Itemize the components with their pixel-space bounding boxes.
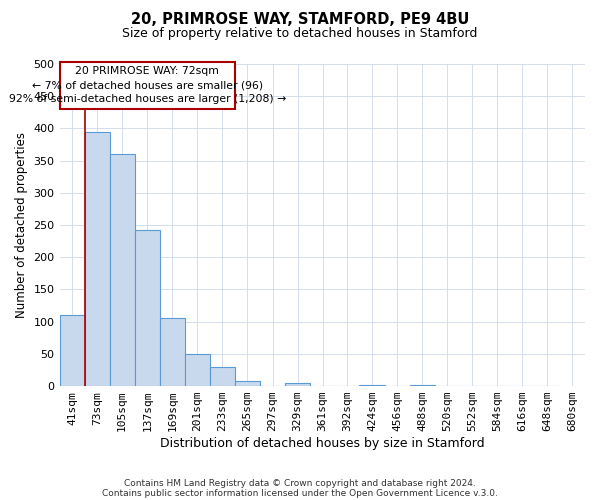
Bar bbox=[59, 315, 85, 386]
Bar bbox=[135, 230, 160, 386]
Text: 20, PRIMROSE WAY, STAMFORD, PE9 4BU: 20, PRIMROSE WAY, STAMFORD, PE9 4BU bbox=[131, 12, 469, 28]
Bar bbox=[285, 383, 310, 386]
Bar bbox=[235, 381, 260, 386]
X-axis label: Distribution of detached houses by size in Stamford: Distribution of detached houses by size … bbox=[160, 437, 485, 450]
Text: Contains public sector information licensed under the Open Government Licence v.: Contains public sector information licen… bbox=[102, 488, 498, 498]
Text: Contains HM Land Registry data © Crown copyright and database right 2024.: Contains HM Land Registry data © Crown c… bbox=[124, 478, 476, 488]
Bar bbox=[185, 354, 210, 386]
Bar bbox=[359, 385, 385, 386]
Bar bbox=[410, 385, 434, 386]
Bar bbox=[160, 318, 185, 386]
Y-axis label: Number of detached properties: Number of detached properties bbox=[15, 132, 28, 318]
Bar bbox=[210, 367, 235, 386]
Text: 20 PRIMROSE WAY: 72sqm
← 7% of detached houses are smaller (96)
92% of semi-deta: 20 PRIMROSE WAY: 72sqm ← 7% of detached … bbox=[8, 66, 286, 104]
Bar bbox=[85, 132, 110, 386]
Text: Size of property relative to detached houses in Stamford: Size of property relative to detached ho… bbox=[122, 28, 478, 40]
Bar bbox=[110, 154, 135, 386]
